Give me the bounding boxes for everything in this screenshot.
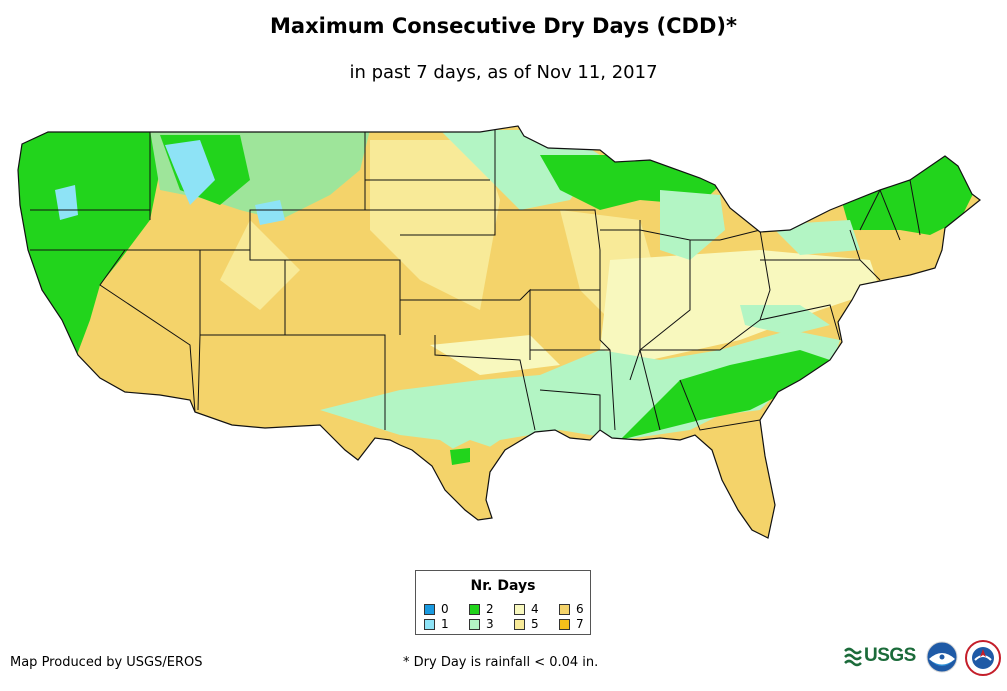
legend-swatch xyxy=(514,603,525,615)
legend-item-4: 4 xyxy=(514,602,539,616)
us-dry-days-map xyxy=(17,125,981,539)
zone-6-days-florida xyxy=(700,420,775,538)
legend-item-6: 6 xyxy=(559,602,584,616)
nws-logo-icon xyxy=(965,640,1001,676)
map-subtitle: in past 7 days, as of Nov 11, 2017 xyxy=(349,62,658,83)
zone-6-days-texas-coast xyxy=(430,440,500,520)
map-credit: Map Produced by USGS/EROS xyxy=(10,655,203,670)
noaa-logo-icon xyxy=(926,641,958,673)
state-boundaries xyxy=(30,130,921,431)
usgs-waves-icon xyxy=(844,647,862,667)
legend-swatch xyxy=(559,618,570,630)
legend-item-2: 2 xyxy=(469,602,494,616)
zone-5-days-plains xyxy=(370,140,500,310)
zone-2-days-texas-spot xyxy=(450,448,470,465)
zone-4-days-oklahoma xyxy=(430,335,560,375)
legend-label: 0 xyxy=(441,602,449,616)
legend-label: 2 xyxy=(486,602,494,616)
legend-swatch xyxy=(469,618,480,630)
legend-item-5: 5 xyxy=(514,617,539,631)
legend-label: 7 xyxy=(576,617,584,631)
zone-3-days-south xyxy=(320,330,840,460)
zone-1-day-oregon xyxy=(55,185,78,220)
legend-label: 4 xyxy=(531,602,539,616)
legend-item-1: 1 xyxy=(424,617,449,631)
zone-1-day-wyoming xyxy=(255,200,285,225)
legend-swatch xyxy=(559,603,570,615)
map-title: Maximum Consecutive Dry Days (CDD)* xyxy=(270,14,737,38)
usgs-logo: USGS xyxy=(844,642,918,670)
legend-label: 3 xyxy=(486,617,494,631)
dry-day-footnote: * Dry Day is rainfall < 0.04 in. xyxy=(403,655,599,670)
zone-2-days-southeast xyxy=(620,350,830,440)
zone-3-days-michigan xyxy=(660,190,725,260)
legend-label: 5 xyxy=(531,617,539,631)
zone-2-days-pacific-nw xyxy=(18,130,170,360)
zone-1-day-idaho xyxy=(165,140,215,205)
rainfall-zones xyxy=(18,126,980,538)
legend-label: 6 xyxy=(576,602,584,616)
legend-item-3: 3 xyxy=(469,617,494,631)
legend-label: 1 xyxy=(441,617,449,631)
legend-swatch xyxy=(424,618,435,630)
legend-item-7: 7 xyxy=(559,617,584,631)
legend-swatch xyxy=(469,603,480,615)
legend-title: Nr. Days xyxy=(470,578,536,594)
legend-swatch xyxy=(424,603,435,615)
legend-item-0: 0 xyxy=(424,602,449,616)
zone-2-days-new-england xyxy=(840,150,975,235)
legend-swatch xyxy=(514,618,525,630)
zone-5-days-rockies xyxy=(220,220,300,310)
usgs-wordmark: USGS xyxy=(864,645,916,666)
